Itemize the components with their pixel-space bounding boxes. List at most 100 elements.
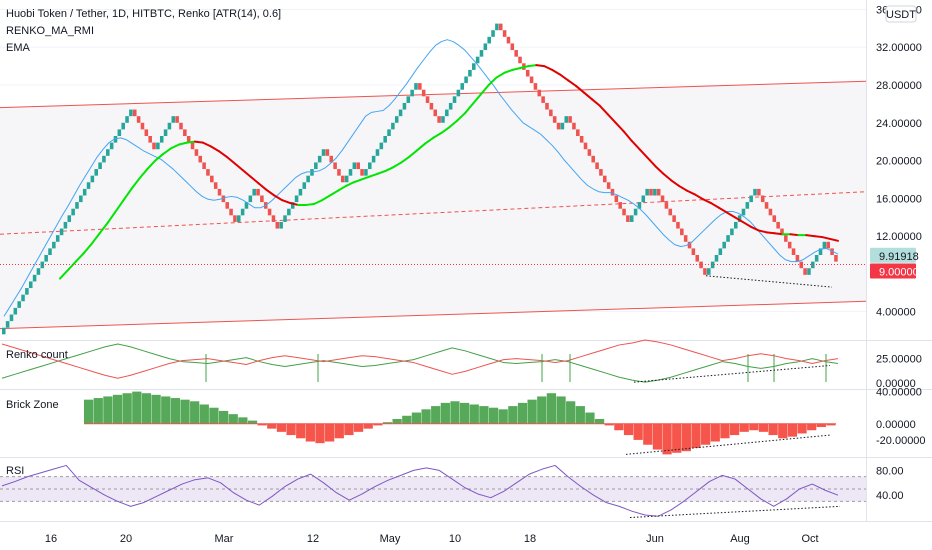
renko-ma-segment [305, 203, 316, 206]
renko-ma-segment [440, 126, 450, 135]
renko-brick-up [82, 188, 87, 196]
renko-ma-segment [368, 172, 379, 178]
renko-ma-segment [233, 162, 244, 171]
brick-zone-bar-positive [180, 399, 190, 424]
brick-zone-bar-negative [807, 423, 817, 431]
brick-zone-bar-positive [112, 394, 123, 424]
renko-ma-segment [360, 175, 371, 181]
renko-ma-segment [622, 130, 633, 142]
price-axis-label: 24.00000 [876, 118, 922, 130]
last-price-text: 9.00000 [879, 266, 919, 278]
renko-brick-up [106, 149, 110, 156]
renko-brick-down [795, 255, 800, 262]
renko-brick-up [94, 169, 99, 176]
renko-brick-down [429, 102, 434, 110]
renko-ma-segment [757, 229, 768, 234]
renko-count-pane[interactable]: Renko count 25.00000 0.00000 [1, 339, 922, 390]
renko-brick-up [818, 248, 823, 255]
renko-brick-down [552, 116, 557, 123]
brick-zone-bar-negative [334, 423, 344, 439]
renko-brick-up [398, 109, 403, 117]
renko-brick-down [791, 248, 796, 255]
price-axis-label: 12.00000 [876, 231, 922, 243]
ma-value-text: 9.91918 [879, 251, 919, 263]
time-axis[interactable]: 16 20 Mar 12 May 10 18 Jun Aug Oct [45, 533, 819, 545]
time-axis-label: Mar [215, 533, 234, 545]
brick-zone-bar-negative [739, 423, 749, 432]
renko-brick-up [441, 116, 445, 123]
renko-ma-segment [352, 178, 363, 184]
renko-brick-down [518, 56, 522, 64]
renko-brick-down [271, 215, 276, 222]
renko-brick-down [152, 142, 156, 150]
renko-brick-down [691, 248, 696, 255]
renko-ma-segment [336, 185, 347, 192]
renko-brick-down [206, 169, 210, 176]
brick-zone-bar-positive [460, 402, 470, 424]
renko-brick-up [306, 175, 310, 183]
renko-brick-down [579, 136, 584, 143]
brick-zone-pane[interactable]: Brick Zone 40.00000 0.00000 -20.00000 [6, 387, 926, 455]
renko-brick-up [730, 228, 734, 236]
renko-brick-down [776, 221, 780, 229]
renko-ma-segment [376, 169, 387, 175]
renko-brick-up [298, 188, 303, 196]
renko-ma-segment [725, 211, 736, 219]
renko-ma-segment [543, 65, 554, 71]
brick-zone-bar-positive [488, 407, 499, 424]
renko-brick-up [59, 228, 64, 236]
renko-brick-up [121, 122, 125, 130]
renko-brick-down [175, 116, 179, 123]
renko-brick-down [498, 23, 503, 31]
renko-ma-segment [773, 232, 784, 236]
currency-button[interactable]: USDT [885, 5, 917, 23]
renko-brick-up [314, 162, 318, 170]
renko-brick-down [622, 208, 626, 216]
price-pane[interactable]: 36.0000032.0000028.0000024.0000020.00000… [0, 4, 922, 335]
brick-zone-bar-negative [701, 423, 711, 445]
renko-ma-segment [178, 141, 189, 146]
renko-brick-down [703, 268, 707, 275]
renko-brick-up [98, 162, 102, 170]
brick-zone-bar-positive [594, 418, 605, 424]
renko-ma-segment [487, 76, 498, 86]
renko-brick-down [660, 195, 665, 203]
renko-brick-down [433, 109, 438, 117]
renko-ma-segment [59, 269, 69, 280]
count-axis-label: 0.00000 [876, 378, 916, 390]
renko-ma-segment [821, 236, 832, 240]
renko-brick-up [44, 255, 48, 262]
renko-brick-down [587, 149, 592, 156]
divergence-line-rsi [629, 505, 841, 519]
brick-zone-bar-positive [498, 409, 508, 424]
renko-ma-segment [511, 67, 522, 71]
renko-brick-up [402, 102, 407, 110]
rsi-pane[interactable]: RSI 80.00 40.00 [0, 464, 904, 519]
renko-brick-up [90, 175, 95, 183]
renko-brick-up [375, 149, 380, 156]
renko-ma-segment [805, 234, 816, 238]
renko-brick-down [275, 221, 280, 229]
channel-lower-line [0, 300, 867, 330]
time-axis-label: Jun [646, 533, 664, 545]
renko-ma-segment [289, 202, 300, 206]
renko-brick-up [102, 155, 106, 163]
renko-ma-segment [749, 225, 760, 232]
renko-brick-up [371, 155, 376, 163]
renko-brick-down [198, 155, 203, 163]
renko-brick-up [159, 136, 164, 143]
renko-brick-up [163, 129, 168, 136]
renko-brick-down [132, 109, 137, 117]
renko-brick-up [109, 142, 114, 150]
renko-brick-up [722, 241, 726, 249]
renko-brick-down [649, 188, 653, 196]
brick-zone-bar-negative [286, 423, 296, 436]
brick-zone-bar-negative [797, 423, 807, 434]
renko-ma-segment [162, 147, 173, 155]
last-price-tag [870, 263, 916, 279]
renko-count-green-line [1, 343, 839, 383]
renko-brick-up [9, 314, 14, 322]
renko-brick-up [737, 215, 742, 222]
brick-zone-bar-positive [247, 420, 258, 424]
